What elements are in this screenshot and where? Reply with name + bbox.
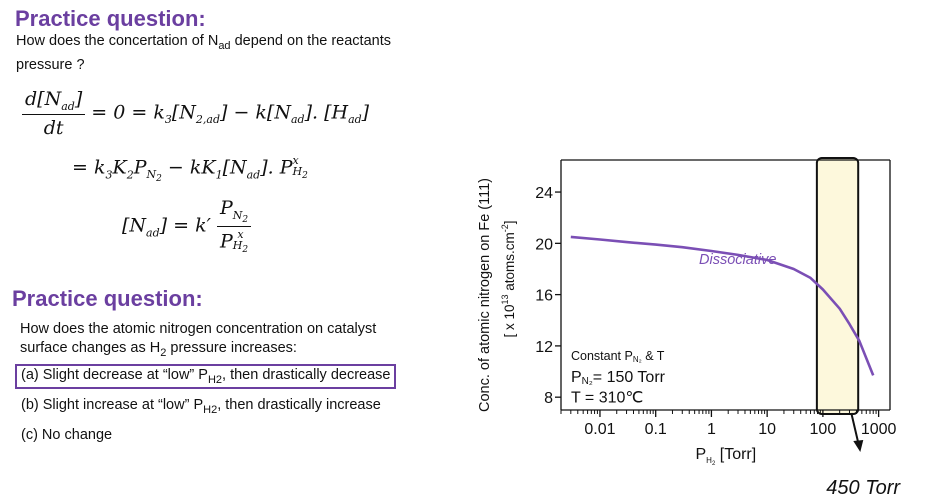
answer-option-b[interactable]: (b) Slight increase at “low” PH2, then d… xyxy=(21,397,381,416)
x-axis-label: PH2 [Torr] xyxy=(696,446,757,467)
answer-option-c[interactable]: (c) No change xyxy=(21,427,113,443)
question-2-line-1: How does the atomic nitrogen concentrati… xyxy=(20,321,377,337)
x-tick-label: 100 xyxy=(810,421,837,438)
practice-question-heading-1: Practice question: xyxy=(15,6,206,31)
annotation-constant: Constant PN₂ & T xyxy=(571,349,665,364)
callout-label: 450 Torr xyxy=(826,477,901,499)
y-tick-label: 20 xyxy=(535,236,553,253)
nitrogen-concentration-chart: 8 12 16 20 24 0.01 0.1 1 10 100 1000 Dissociative Co… xyxy=(477,157,901,499)
y-axis-label: Conc. of atomic nitrogen on Fe (111) xyxy=(477,178,493,412)
y-tick-label: 16 xyxy=(535,288,553,305)
question-1-line-2: pressure ? xyxy=(16,56,85,73)
y-tick-label: 8 xyxy=(544,390,553,407)
series-line-dissociative xyxy=(570,235,875,376)
x-tick-label: 10 xyxy=(758,421,776,438)
answer-option-a[interactable]: (a) Slight decrease at “low” PH2, then d… xyxy=(15,364,397,389)
x-tick-label: 1 xyxy=(707,421,716,438)
annotation-temperature: T = 310℃ xyxy=(571,389,643,406)
practice-question-heading-2: Practice question: xyxy=(12,286,203,311)
highlight-region xyxy=(815,157,860,415)
y-tick-label: 24 xyxy=(535,185,553,202)
x-tick-label: 1000 xyxy=(861,421,897,438)
annotation-pressure: PN₂= 150 Torr xyxy=(571,369,666,387)
y-tick-label: 12 xyxy=(535,339,553,356)
equation-rate-law: d[Nad] dt = 0 = k3[N2,ad] − k[Nad]. [Had… xyxy=(22,88,369,139)
question-2-text: How does the atomic nitrogen concentrati… xyxy=(20,320,376,363)
question-1-text: How does the concertation of Nad depend … xyxy=(16,32,391,75)
callout-arrow-head xyxy=(853,440,864,452)
callout-arrow-line xyxy=(850,412,860,444)
question-2-line-2: surface changes as H2 pressure increases… xyxy=(20,340,297,359)
series-label-dissociative: Dissociative xyxy=(699,252,776,268)
question-1-line-1: How does the concertation of Nad depend … xyxy=(16,33,391,52)
x-tick-label: 0.1 xyxy=(645,421,667,438)
y-axis-unit-label: [ x 1013 atoms.cm-2] xyxy=(500,220,517,337)
rate-fraction: d[Nad] dt xyxy=(22,88,86,139)
x-tick-label: 0.01 xyxy=(584,421,615,438)
